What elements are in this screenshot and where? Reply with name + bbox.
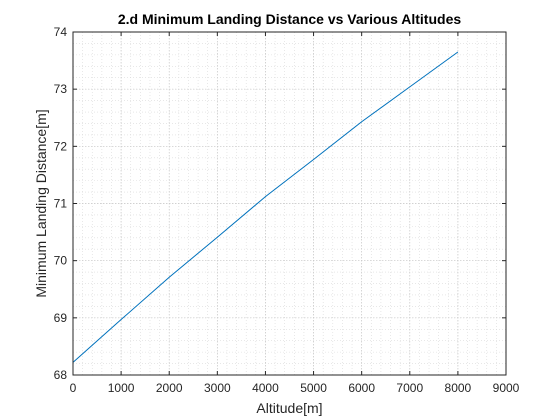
y-axis-label: Minimum Landing Distance[m] bbox=[33, 109, 49, 297]
x-tick-label: 1000 bbox=[108, 381, 135, 395]
y-axis-ticks: 68 69 70 71 72 73 74 bbox=[54, 25, 506, 382]
x-axis-ticks: 0 1000 2000 3000 4000 5000 6000 7000 8000 9000 bbox=[70, 32, 520, 395]
y-tick-label: 74 bbox=[54, 25, 68, 39]
x-tick-label: 7000 bbox=[396, 381, 423, 395]
x-tick-label: 0 bbox=[70, 381, 77, 395]
x-tick-label: 5000 bbox=[300, 381, 327, 395]
y-tick-label: 71 bbox=[54, 197, 68, 211]
x-tick-label: 4000 bbox=[252, 381, 279, 395]
chart-title: 2.d Minimum Landing Distance vs Various … bbox=[118, 11, 462, 27]
x-tick-label: 9000 bbox=[493, 381, 520, 395]
y-tick-label: 69 bbox=[54, 311, 68, 325]
series-layer bbox=[72, 51, 459, 363]
x-tick-label: 2000 bbox=[156, 381, 183, 395]
x-tick-label: 6000 bbox=[348, 381, 375, 395]
series-line bbox=[72, 51, 459, 363]
x-axis-label: Altitude[m] bbox=[256, 400, 322, 416]
x-tick-label: 3000 bbox=[204, 381, 231, 395]
y-tick-label: 73 bbox=[54, 82, 68, 96]
y-tick-label: 68 bbox=[54, 368, 68, 382]
x-tick-label: 8000 bbox=[445, 381, 472, 395]
y-tick-label: 72 bbox=[54, 139, 68, 153]
y-tick-label: 70 bbox=[54, 254, 68, 268]
